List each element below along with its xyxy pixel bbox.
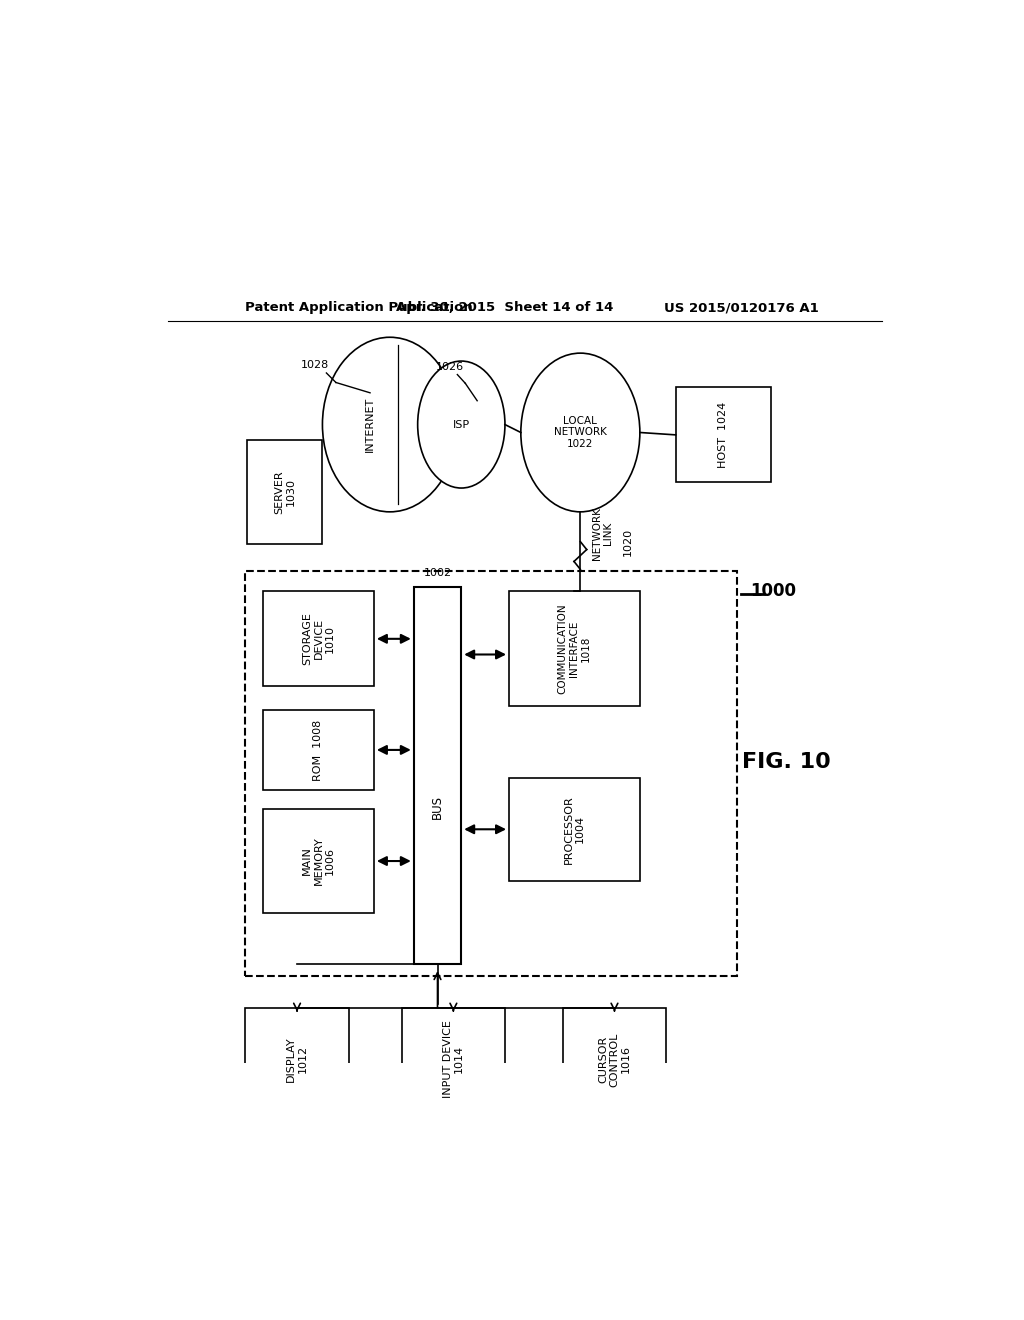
Text: CURSOR
CONTROL
1016: CURSOR CONTROL 1016 bbox=[598, 1032, 631, 1086]
Text: 1020: 1020 bbox=[623, 528, 633, 556]
Ellipse shape bbox=[521, 354, 640, 512]
Ellipse shape bbox=[418, 362, 505, 488]
Bar bbox=[263, 591, 374, 686]
Text: COMMUNICATION
INTERFACE
1018: COMMUNICATION INTERFACE 1018 bbox=[558, 603, 591, 694]
Text: BUS: BUS bbox=[431, 796, 444, 820]
Text: INTERNET: INTERNET bbox=[365, 397, 375, 453]
Text: NETWORK
LINK: NETWORK LINK bbox=[592, 507, 613, 560]
Text: STORAGE
DEVICE
1010: STORAGE DEVICE 1010 bbox=[302, 612, 335, 665]
Bar bbox=[246, 572, 737, 975]
Text: HOST  1024: HOST 1024 bbox=[718, 401, 728, 469]
Text: ISP: ISP bbox=[453, 420, 470, 429]
Text: Apr. 30, 2015  Sheet 14 of 14: Apr. 30, 2015 Sheet 14 of 14 bbox=[396, 301, 613, 314]
Text: 1028: 1028 bbox=[300, 360, 329, 370]
Text: MAIN
MEMORY
1006: MAIN MEMORY 1006 bbox=[302, 837, 335, 886]
Ellipse shape bbox=[323, 337, 458, 512]
Bar bbox=[509, 777, 640, 880]
Text: FIG. 10: FIG. 10 bbox=[742, 752, 831, 772]
Bar bbox=[509, 591, 640, 706]
Bar bbox=[563, 1008, 666, 1111]
Bar bbox=[246, 1008, 348, 1111]
Bar bbox=[401, 1008, 505, 1111]
Text: 1002: 1002 bbox=[424, 568, 452, 578]
Bar bbox=[263, 809, 374, 912]
Bar bbox=[676, 387, 771, 483]
Text: 1000: 1000 bbox=[751, 582, 797, 601]
Text: 1026: 1026 bbox=[435, 362, 464, 372]
Text: PROCESSOR
1004: PROCESSOR 1004 bbox=[563, 795, 585, 863]
Text: LOCAL
NETWORK
1022: LOCAL NETWORK 1022 bbox=[554, 416, 607, 449]
Text: DISPLAY
1012: DISPLAY 1012 bbox=[287, 1036, 308, 1082]
Text: Patent Application Publication: Patent Application Publication bbox=[246, 301, 473, 314]
Text: ROM  1008: ROM 1008 bbox=[313, 719, 324, 780]
Text: US 2015/0120176 A1: US 2015/0120176 A1 bbox=[664, 301, 818, 314]
Text: SERVER
1030: SERVER 1030 bbox=[274, 470, 296, 513]
Bar bbox=[247, 441, 323, 544]
Text: INPUT DEVICE
1014: INPUT DEVICE 1014 bbox=[442, 1020, 464, 1098]
Bar bbox=[414, 587, 461, 964]
Bar bbox=[263, 710, 374, 789]
